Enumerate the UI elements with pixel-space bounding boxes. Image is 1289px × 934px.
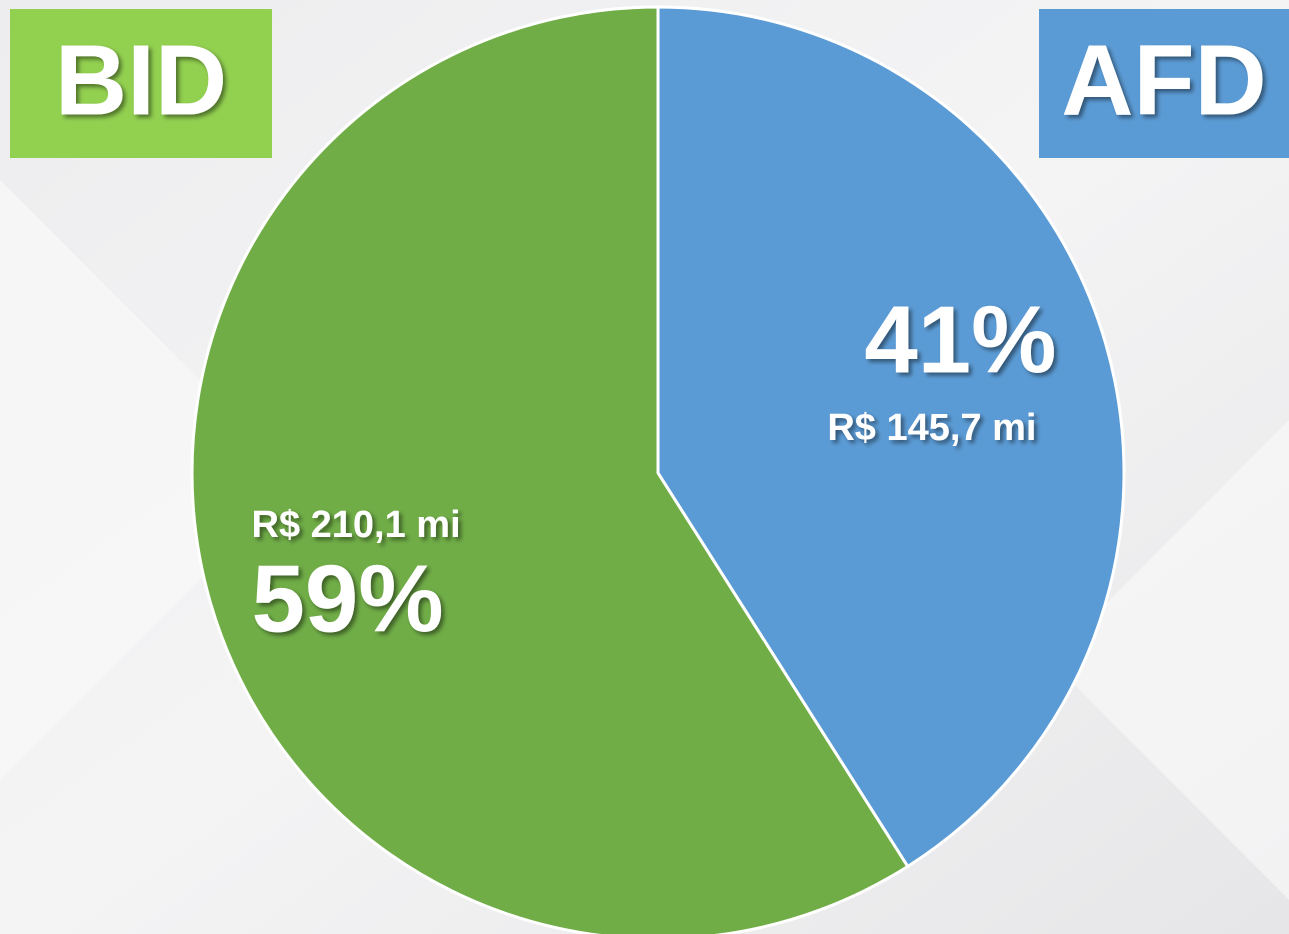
slice — [656, 5, 1126, 869]
percent-label: 59% — [252, 545, 444, 652]
amount-label: R$ 210,1 mi — [252, 504, 461, 546]
slice — [190, 5, 910, 934]
background-shape — [1050, 420, 1289, 900]
background-shape — [0, 180, 300, 780]
legend-box — [1039, 9, 1289, 158]
legend-label: AFD — [1061, 24, 1267, 136]
pie — [190, 5, 1126, 934]
legend: AFD BID — [10, 9, 1289, 158]
legend-box — [10, 9, 272, 158]
amount-label: R$ 145,7 mi — [827, 407, 1036, 449]
percent-label: 41% — [864, 286, 1056, 393]
legend-label: BID — [55, 24, 227, 136]
